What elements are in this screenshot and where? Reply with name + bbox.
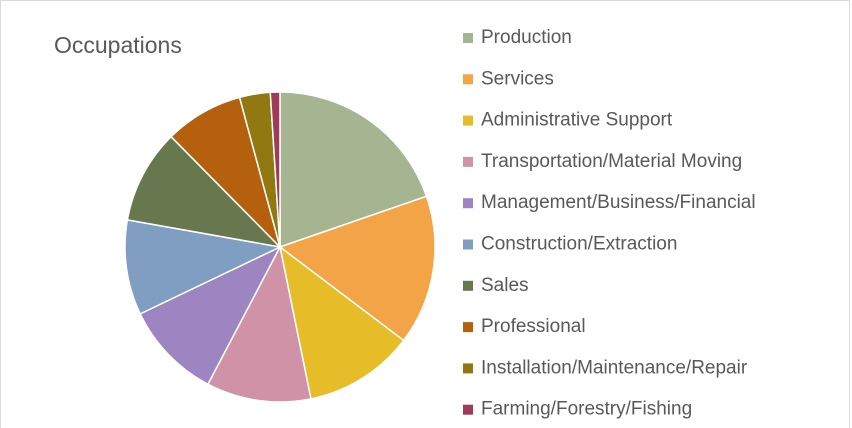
legend-label: Sales — [481, 275, 529, 296]
legend-swatch — [463, 115, 473, 126]
pie-slice — [269, 91, 281, 248]
legend-swatch — [463, 198, 473, 209]
legend-swatch — [463, 74, 473, 85]
pie-slice — [278, 245, 405, 400]
pie-slice — [206, 244, 312, 403]
legend-label: Production — [481, 27, 572, 48]
legend-swatch — [463, 239, 473, 250]
legend-swatch — [463, 33, 473, 43]
pie-slice — [124, 219, 283, 315]
legend-label: Farming/Forestry/Fishing — [481, 399, 692, 420]
pie-slice — [139, 245, 282, 386]
legend-label: Management/Business/Financial — [481, 192, 756, 213]
legend-swatch — [463, 404, 473, 415]
legend-label: Administrative Support — [481, 110, 673, 131]
pie-slice — [126, 135, 283, 249]
pie-slice — [278, 195, 436, 342]
legend-swatch — [463, 156, 473, 167]
legend-swatch — [463, 280, 473, 291]
legend-swatch — [463, 322, 473, 333]
legend-label: Professional — [481, 316, 586, 337]
legend-swatch — [463, 363, 473, 374]
legend-label: Installation/Maintenance/Repair — [481, 357, 748, 378]
legend-label: Construction/Extraction — [481, 234, 677, 255]
legend-label: Services — [481, 68, 554, 89]
chart-title: Occupations — [54, 32, 182, 58]
legend-label: Transportation/Material Moving — [481, 151, 742, 172]
